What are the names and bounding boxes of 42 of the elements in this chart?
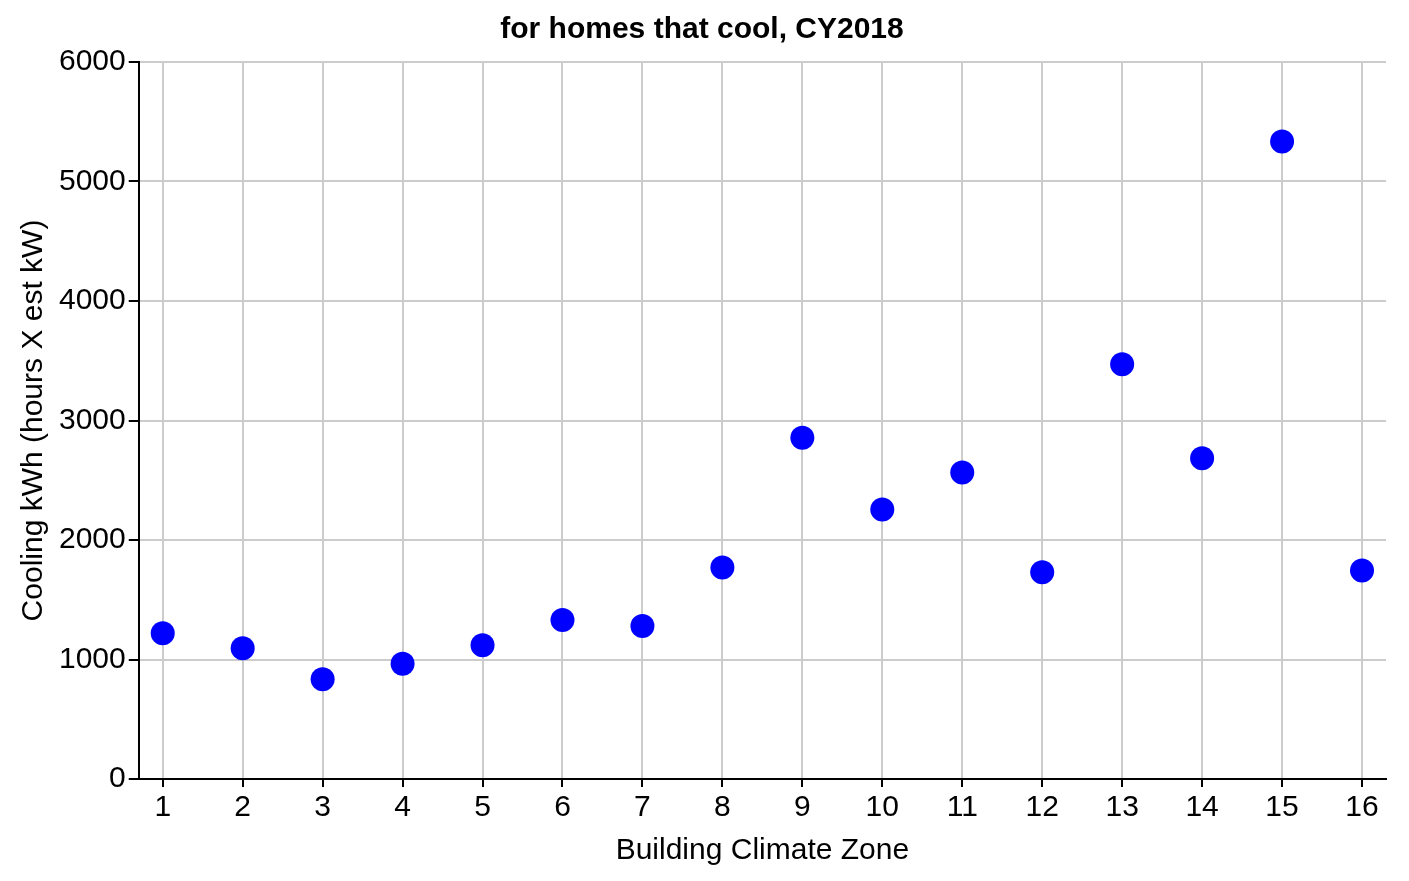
point [1190,446,1215,471]
point [230,636,255,661]
point [390,651,415,676]
y-tick-label: 5000 [58,162,126,196]
x-tick-label: 9 [794,789,811,823]
x-tick-label: 10 [865,789,899,823]
point [710,555,735,580]
y-tick-label: 4000 [58,282,126,316]
x-tick-label: 13 [1105,789,1139,823]
point [790,425,815,450]
y-tick-label: 6000 [58,43,126,77]
y-tick-label: 2000 [58,521,126,555]
point [1030,560,1055,585]
y-tick-label: 1000 [58,640,126,674]
x-tick-label: 2 [234,789,252,823]
point [630,614,655,639]
x-tick-label: 3 [314,789,331,823]
x-tick-label: 12 [1025,789,1059,823]
chart-title: for homes that cool, CY2018 [500,11,904,45]
x-axis-title: Building Climate Zone [615,832,910,866]
point [150,621,175,646]
point [1270,129,1295,154]
y-tick-label: 3000 [58,401,126,435]
x-tick-label: 16 [1345,789,1379,823]
y-axis-title: Cooling kWh (hours X est kW) [15,219,49,622]
point [870,497,895,522]
x-tick-label: 7 [634,789,651,823]
x-tick-label: 5 [474,789,491,823]
x-tick-label: 6 [554,789,571,823]
x-tick-label: 11 [946,789,978,823]
point [1110,352,1135,377]
point [550,608,575,633]
x-tick-label: 15 [1265,789,1299,823]
point [470,633,495,658]
x-tick-label: 14 [1185,789,1219,823]
point [1350,558,1375,583]
x-tick-label: 8 [714,789,731,823]
point [310,667,335,692]
x-tick-label: 1 [154,789,172,823]
point [950,460,975,485]
x-tick-label: 4 [394,789,411,823]
y-tick-label: 0 [109,760,126,794]
